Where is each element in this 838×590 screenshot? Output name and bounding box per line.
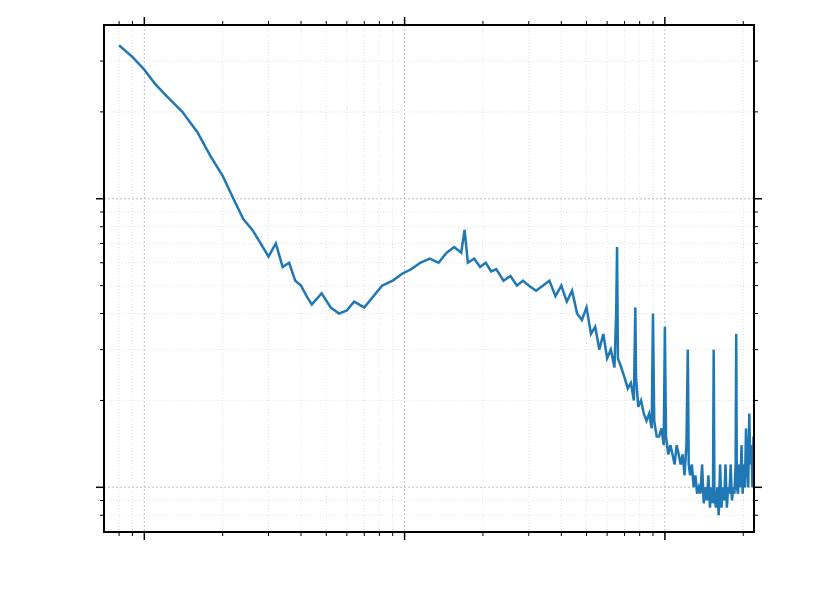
chart-svg — [0, 0, 838, 590]
series-loss — [119, 45, 753, 515]
line-chart — [0, 0, 838, 590]
